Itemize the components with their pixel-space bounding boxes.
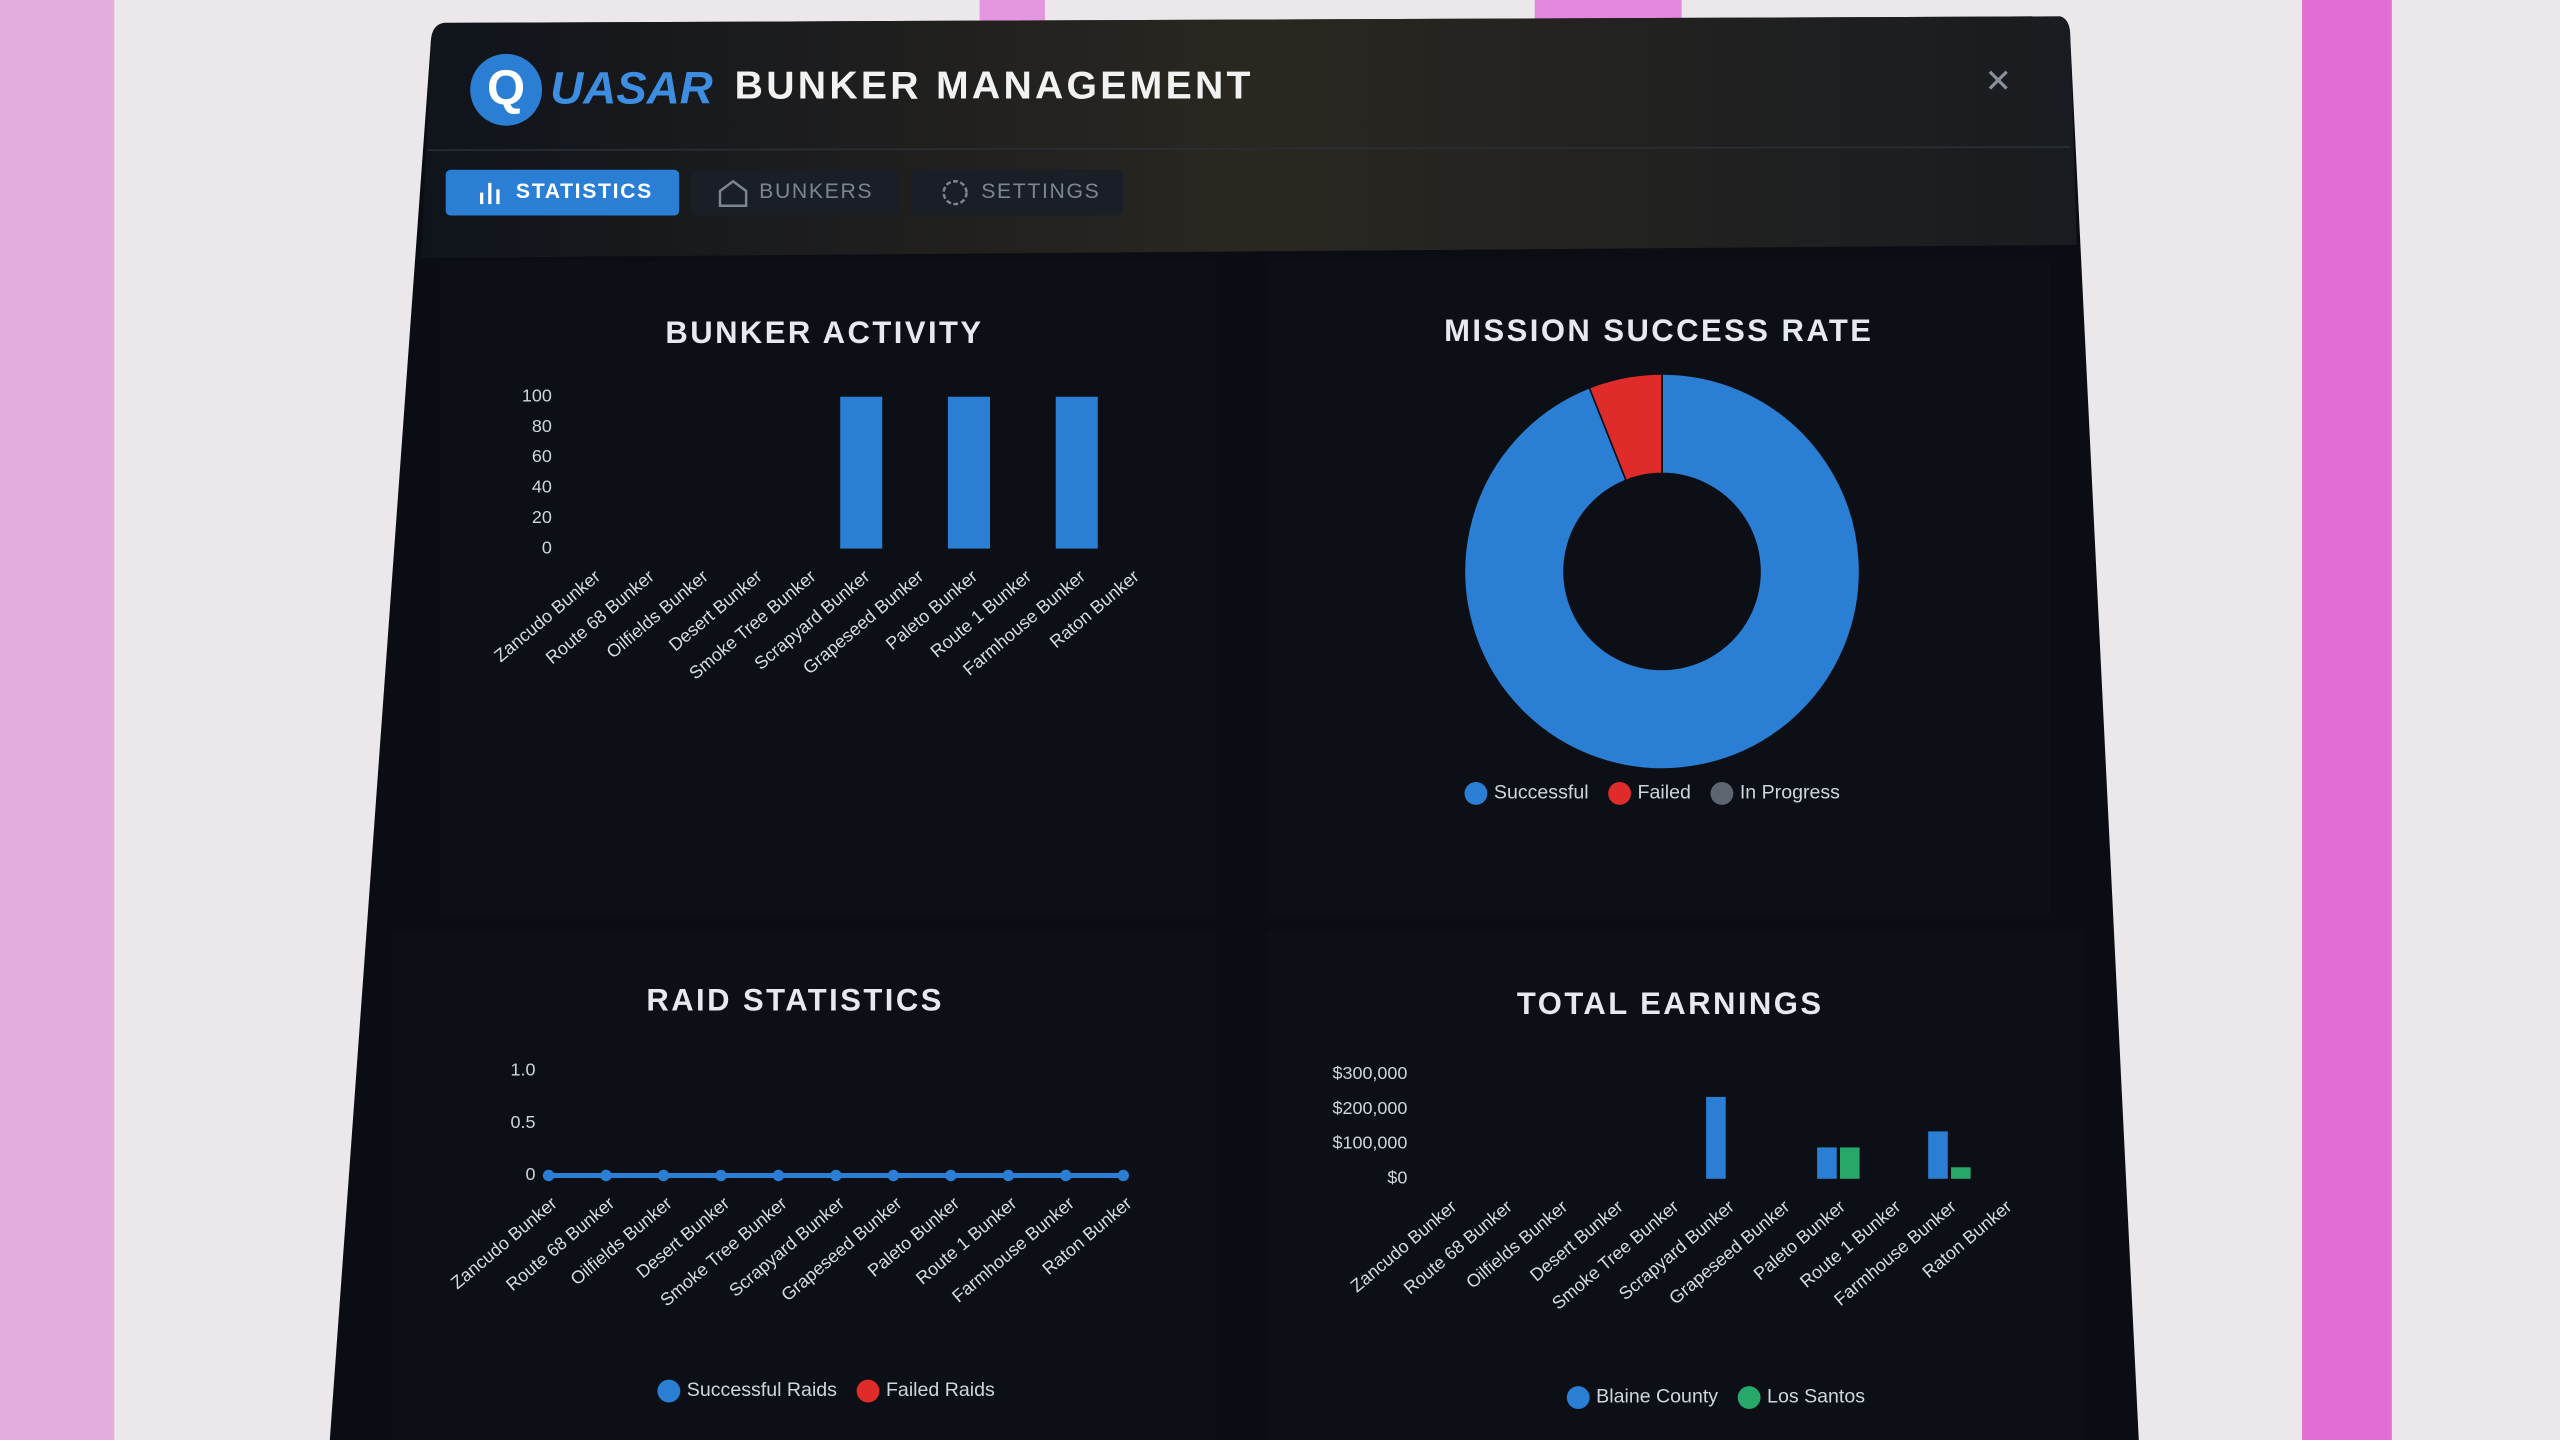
y-tick-label: 80 <box>532 416 552 436</box>
legend-swatch <box>1737 1386 1761 1409</box>
legend-label: In Progress <box>1740 782 1840 804</box>
logo-badge <box>470 53 543 126</box>
tab[interactable] <box>690 169 900 216</box>
tab-icon <box>480 182 500 205</box>
y-tick-label: 1.0 <box>511 1060 536 1080</box>
y-tick-label: 100 <box>522 385 552 405</box>
legend-swatch <box>1710 782 1734 805</box>
bar <box>1706 1096 1726 1179</box>
point <box>945 1169 957 1182</box>
legend-swatch <box>657 1379 681 1403</box>
point <box>715 1169 727 1182</box>
legend-label: Successful Raids <box>687 1379 837 1401</box>
tab-label[interactable]: BUNKERS <box>759 180 873 203</box>
app-title: BUNKER MANAGEMENT <box>735 65 1254 108</box>
tab-icon <box>942 180 968 206</box>
y-tick-label: 60 <box>532 446 552 466</box>
y-tick-label: $200,000 <box>1333 1098 1408 1118</box>
legend-label: Los Santos <box>1767 1386 1865 1408</box>
chart-title: BUNKER ACTIVITY <box>665 315 983 350</box>
card <box>440 261 1217 915</box>
tab[interactable] <box>911 169 1124 216</box>
legend-label: Failed <box>1638 782 1691 804</box>
point <box>600 1169 612 1182</box>
tab-icon <box>718 179 748 207</box>
point <box>657 1169 670 1182</box>
chart-title: TOTAL EARNINGS <box>1517 986 1824 1021</box>
header-backdrop <box>421 16 2077 258</box>
bar <box>840 396 883 549</box>
tab-label[interactable]: SETTINGS <box>981 180 1100 203</box>
close-button[interactable]: ✕ <box>1985 62 2012 99</box>
legend-swatch <box>1608 782 1632 805</box>
y-tick-label: $100,000 <box>1333 1133 1408 1153</box>
tab-active[interactable] <box>445 169 680 216</box>
card <box>1266 930 2084 1440</box>
legend-label: Successful <box>1494 782 1589 804</box>
bar <box>1055 396 1098 549</box>
donut-slice <box>1588 373 1663 482</box>
bar <box>1817 1147 1837 1179</box>
card <box>1266 261 2051 915</box>
point <box>1117 1169 1129 1182</box>
y-tick-label: 0 <box>526 1164 536 1184</box>
stripe <box>0 0 115 1440</box>
divider <box>427 146 2071 152</box>
stripe <box>1534 0 1682 23</box>
bar <box>1840 1147 1860 1179</box>
chart-title: MISSION SUCCESS RATE <box>1444 313 1873 348</box>
point <box>542 1169 555 1182</box>
y-tick-label: 40 <box>532 477 552 497</box>
y-tick-label: $0 <box>1387 1168 1407 1188</box>
legend-swatch <box>856 1379 880 1403</box>
point <box>887 1169 900 1182</box>
stripe <box>2302 0 2392 1440</box>
point <box>1060 1169 1072 1182</box>
legend-label: Blaine County <box>1596 1386 1718 1408</box>
bar <box>1928 1131 1948 1179</box>
bar <box>947 396 990 549</box>
y-tick-label: 0 <box>542 537 552 557</box>
brand: UASAR <box>550 63 713 114</box>
logo: Q <box>487 61 525 115</box>
point <box>830 1169 842 1182</box>
tab-label[interactable]: STATISTICS <box>516 180 653 203</box>
card <box>391 930 1217 1440</box>
y-tick-label: 0.5 <box>511 1112 536 1132</box>
y-tick-label: 20 <box>532 507 552 527</box>
point <box>772 1169 785 1182</box>
legend-label: Failed Raids <box>886 1379 995 1401</box>
donut-slice <box>1463 373 1861 770</box>
legend-swatch <box>1566 1386 1590 1409</box>
legend-swatch <box>1464 782 1488 805</box>
y-tick-label: $300,000 <box>1333 1063 1408 1083</box>
point <box>1002 1169 1015 1182</box>
chart-title: RAID STATISTICS <box>646 983 943 1018</box>
bar <box>1951 1167 1971 1179</box>
